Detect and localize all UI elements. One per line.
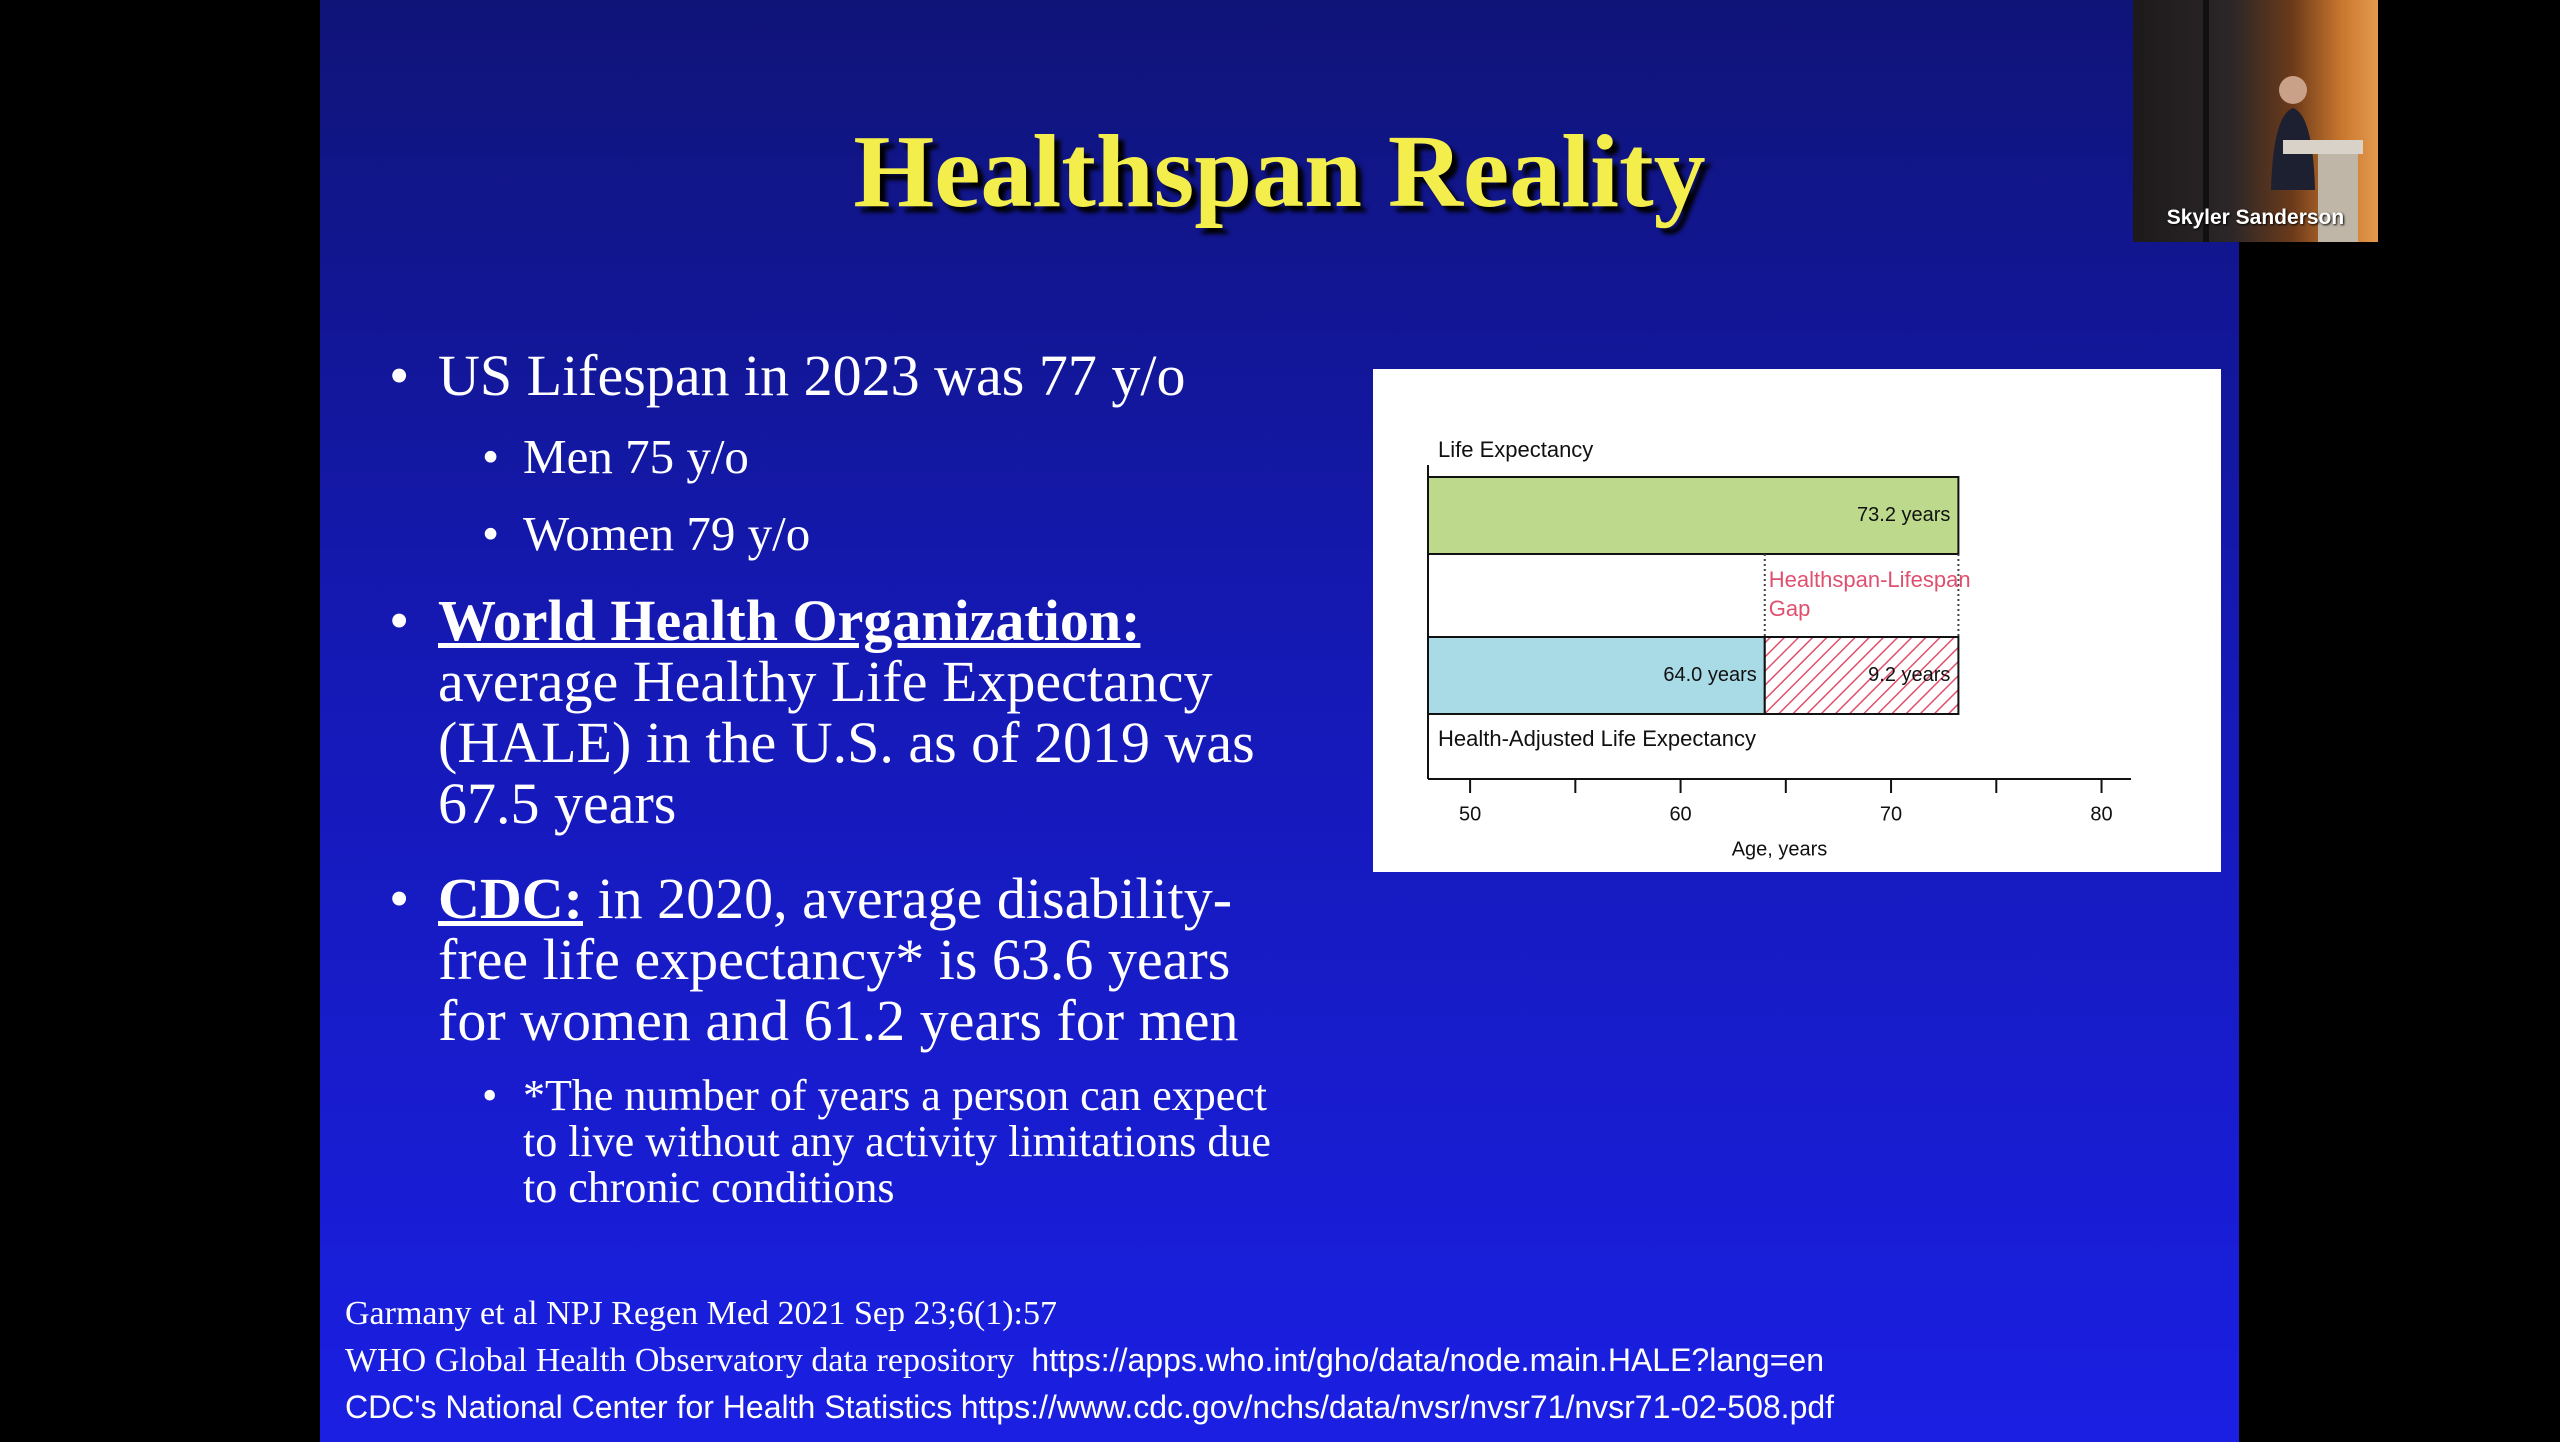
bullet-dot: •	[389, 588, 410, 653]
bullet: US Lifespan in 2023 was 77 y/o	[438, 343, 1186, 408]
x-tick-label: 50	[1459, 803, 1481, 825]
speaker-name: Skyler Sanderson	[2166, 206, 2345, 229]
bullet-line: for women and 61.2 years for men	[438, 988, 1239, 1053]
reference-text: CDC's National Center for Health Statist…	[345, 1389, 953, 1425]
bullet-line: in 2020, average disability-	[597, 866, 1233, 931]
sub-bullet-line: to chronic conditions	[523, 1163, 895, 1212]
bullet-line: (HALE) in the U.S. as of 2019 was	[438, 710, 1255, 775]
x-tick-label: 60	[1669, 803, 1691, 825]
x-tick-label: 80	[2090, 803, 2112, 825]
x-tick-label: 70	[1880, 803, 1902, 825]
bullet-line: free life expectancy* is 63.6 years	[438, 927, 1231, 992]
sub-bullet-line: to live without any activity limitations…	[523, 1117, 1271, 1166]
chart-panel: 50 60 70 80 Age, years Life Expectancy Health-…	[1373, 369, 2221, 872]
bar	[1427, 476, 1960, 555]
reference: CDC's National Center for Health Statist…	[345, 1384, 1834, 1431]
bullet-dot: •	[389, 866, 410, 931]
speaker-video: Skyler Sanderson	[2133, 0, 2378, 242]
value-label: 64.0 years	[1663, 664, 1756, 686]
reference-text: WHO Global Health Observatory data repos…	[345, 1342, 1015, 1379]
value-label: 9.2 years	[1868, 664, 1950, 686]
bullet-dot: •	[389, 343, 410, 408]
category-label: Life Expectancy	[1438, 437, 1593, 462]
value-label: 73.2 years	[1857, 504, 1950, 526]
bullet: CDC: in 2020, average disability- free l…	[438, 868, 1238, 1051]
bullet-line: average Healthy Life Expectancy	[438, 649, 1213, 714]
sub-bullet-line: *The number of years a person can expect	[523, 1071, 1268, 1120]
slide-title: Healthspan Reality	[853, 114, 1706, 229]
reference-url: https://www.cdc.gov/nchs/data/nvsr/nvsr7…	[960, 1389, 1835, 1425]
gap-annotation: Healthspan-Lifespan	[1769, 567, 1971, 592]
sub-bullet-dot: •	[482, 1071, 498, 1120]
references: Garmany et al NPJ Regen Med 2021 Sep 23;…	[345, 1291, 1834, 1431]
bullet-lead: CDC:	[438, 866, 583, 931]
gap-annotation: Gap	[1769, 596, 1811, 621]
reference-url: https://apps.who.int/gho/data/node.main.…	[1031, 1342, 1824, 1378]
sub-bullet: Men 75 y/o	[523, 429, 749, 484]
bullet-line: 67.5 years	[438, 771, 677, 836]
x-axis-title: Age, years	[1732, 838, 1828, 860]
bullet: World Health Organization: average Healt…	[438, 590, 1255, 834]
bar	[1427, 636, 1766, 715]
bar	[1763, 636, 1960, 715]
reference: Garmany et al NPJ Regen Med 2021 Sep 23;…	[345, 1295, 1057, 1332]
sub-bullet: *The number of years a person can expect…	[523, 1073, 1271, 1211]
category-label: Health-Adjusted Life Expectancy	[1438, 726, 1756, 751]
bullet-lead: World Health Organization:	[438, 588, 1141, 653]
sub-bullet-dot: •	[482, 506, 500, 561]
sub-bullet-dot: •	[482, 429, 500, 484]
speaker-figure	[2203, 0, 2363, 242]
reference: WHO Global Health Observatory data repos…	[345, 1337, 1834, 1384]
chart: 50 60 70 80 Age, years Life Expectancy Health-…	[1427, 437, 2131, 860]
sub-bullet: Women 79 y/o	[523, 506, 811, 561]
